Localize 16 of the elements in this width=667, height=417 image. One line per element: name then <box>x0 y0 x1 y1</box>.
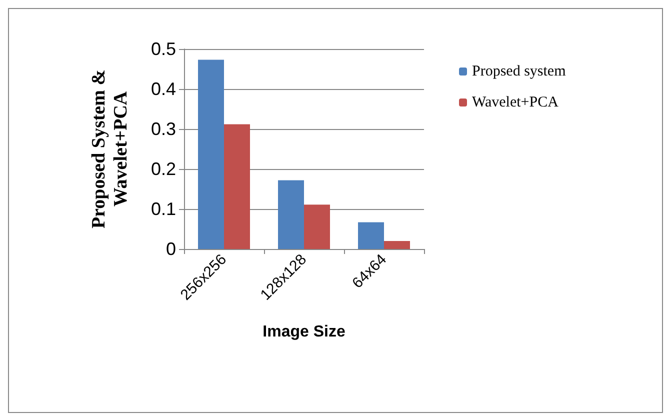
y-tick-label: 0.1 <box>150 199 176 219</box>
y-axis-title: Proposed System & Wavelet+PCA <box>88 69 132 229</box>
legend-label: Wavelet+PCA <box>472 94 559 110</box>
bar <box>278 180 304 249</box>
bar <box>384 241 410 249</box>
y-tick-label: 0.4 <box>150 79 176 99</box>
y-tick-label: 0.5 <box>150 39 176 59</box>
bar <box>224 124 250 249</box>
bar <box>304 204 330 249</box>
bar <box>198 60 224 249</box>
legend-label: Propsed system <box>472 64 566 80</box>
x-axis-title: Image Size <box>262 324 346 340</box>
y-tick-label: 0 <box>166 239 176 259</box>
bar <box>358 222 384 249</box>
y-tick-label: 0.2 <box>150 159 176 179</box>
y-tick-label: 0.3 <box>150 119 176 139</box>
